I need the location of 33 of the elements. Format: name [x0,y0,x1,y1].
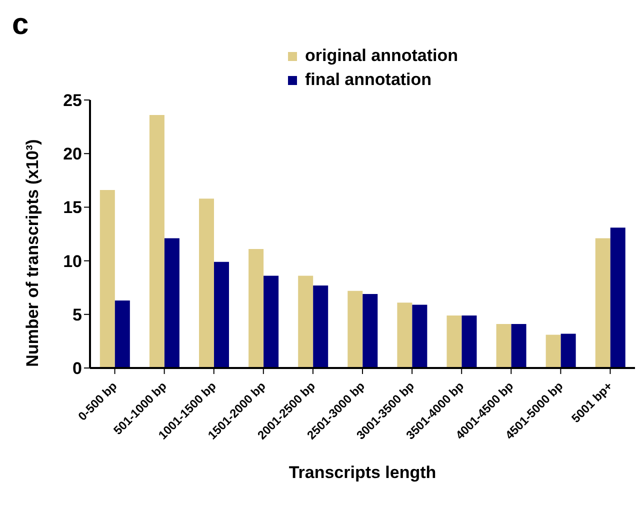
bar [264,276,279,368]
bar [313,285,328,368]
bar [362,294,378,368]
y-tick-label: 20 [63,144,82,164]
bar [412,304,428,368]
bar [100,190,115,368]
bar [511,324,526,368]
bar [546,334,561,368]
y-tick-label: 10 [63,252,82,271]
bar [114,300,130,368]
legend-label: original annotation [304,45,458,67]
bar [462,315,477,368]
bar [560,334,576,368]
text: c [12,8,29,42]
bar [199,198,214,368]
bar [397,302,412,368]
bar [164,238,180,368]
bar [298,276,314,368]
y-tick-label: 25 [63,91,82,110]
bar [595,238,610,368]
y-axis-title: Number of transcripts (x10³) [23,139,42,367]
bar [610,228,626,368]
x-axis-title: Transcripts length [288,463,436,482]
bar [248,249,264,368]
y-tick-label: 15 [63,198,82,218]
y-tick-label: 5 [72,305,82,324]
legend-label: final annotation [304,69,433,91]
bar [348,290,363,368]
bar [496,324,512,368]
bar [149,115,164,368]
y-tick-label: 0 [72,359,82,378]
bar [446,315,462,368]
bar [214,262,229,368]
